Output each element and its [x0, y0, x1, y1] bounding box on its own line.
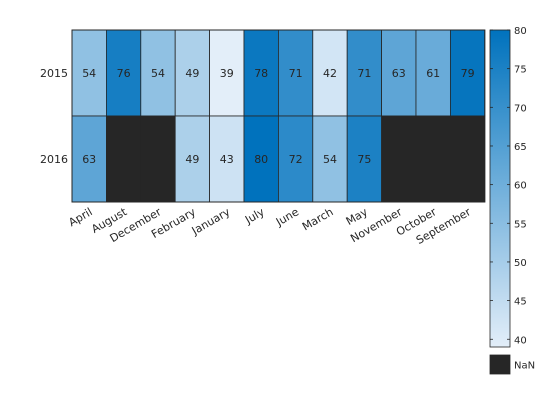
- colorbar-tick-label: 50: [514, 258, 527, 269]
- y-tick-label: 2016: [40, 153, 68, 166]
- x-tick-label: January: [189, 205, 233, 238]
- cell-value-label: 76: [117, 67, 131, 80]
- heatmap-cell: [381, 29, 417, 117]
- y-axis-labels: 2015 2016: [40, 67, 68, 166]
- colorbar-tick-label: 80: [514, 26, 527, 37]
- colorbar-tick-label: 65: [514, 142, 527, 153]
- heatmap-cell: [449, 29, 486, 117]
- colorbar-tick-label: 55: [514, 219, 527, 230]
- heatmap-cell: [312, 115, 348, 203]
- heatmap-cell: [243, 29, 279, 117]
- x-tick-label: July: [242, 205, 267, 227]
- heatmap-cell: [346, 115, 383, 203]
- heatmap-cell: [71, 29, 107, 117]
- colorbar-tick-label: 60: [514, 181, 527, 192]
- y-tick-label: 2015: [40, 67, 68, 80]
- cell-value-label: 71: [357, 67, 371, 80]
- heatmap-cell: [277, 115, 314, 203]
- missing-data-label: NaN: [514, 361, 535, 372]
- missing-data-legend: NaN: [489, 354, 535, 375]
- heatmap-cell: [415, 115, 451, 203]
- heatmap-cell: [381, 115, 417, 203]
- cell-value-label: 39: [220, 67, 234, 80]
- heatmap-cell: [106, 115, 142, 203]
- heatmap-cell: [174, 115, 210, 203]
- colorbar: 40 45 50 55 60 65 70 75 80: [489, 26, 527, 348]
- cell-value-label: 49: [185, 153, 199, 166]
- cell-value-label: 75: [357, 153, 371, 166]
- colorbar-tick-label: 40: [514, 335, 527, 346]
- missing-data-swatch: [489, 354, 511, 375]
- heatmap-cell: [312, 29, 348, 117]
- heatmap-cell: [243, 115, 279, 203]
- cell-value-label: 61: [426, 67, 440, 80]
- x-tick-label: March: [300, 205, 336, 233]
- colorbar-tick-label: 75: [514, 65, 527, 76]
- cell-value-label: 63: [392, 67, 406, 80]
- cell-value-label: 79: [461, 67, 475, 80]
- cell-value-label: 63: [82, 153, 96, 166]
- heatmap-cell: [106, 29, 142, 117]
- cell-value-label: 78: [254, 67, 268, 80]
- cell-value-label: 54: [323, 153, 337, 166]
- cell-value-label: 71: [289, 67, 303, 80]
- cell-value-label: 54: [151, 67, 165, 80]
- cell-value-label: 80: [254, 153, 268, 166]
- heatmap-cells: 54 76 54 49 39 78 71 42 71 63 61 79 63 49 43 80 72 54 75: [71, 29, 486, 203]
- heatmap-cell: [449, 115, 486, 203]
- cell-value-label: 72: [289, 153, 303, 166]
- colorbar-gradient: [489, 29, 511, 348]
- cell-value-label: 42: [323, 67, 337, 80]
- cell-value-label: 43: [220, 153, 234, 166]
- cell-value-label: 54: [82, 67, 96, 80]
- colorbar-tick-label: 70: [514, 103, 527, 114]
- colorbar-tick-label: 45: [514, 297, 527, 308]
- plot-border: [71, 29, 486, 203]
- x-tick-label: June: [273, 205, 301, 229]
- heatmap-cell: [140, 115, 176, 203]
- cell-value-label: 49: [185, 67, 199, 80]
